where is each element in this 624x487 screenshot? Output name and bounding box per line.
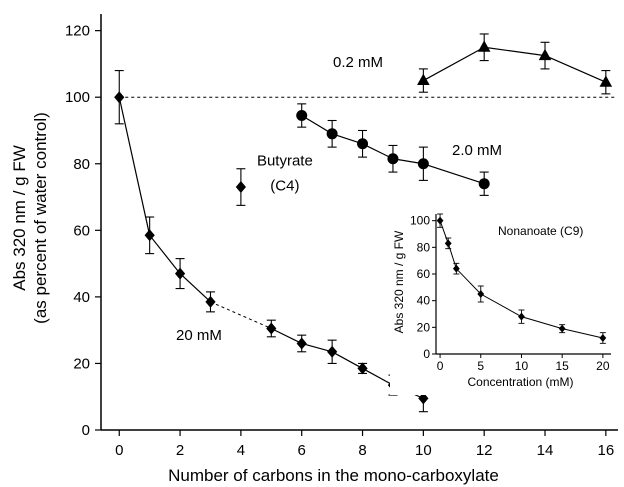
series-triangle-segment-2	[544, 55, 607, 83]
series-diamond-segment-0	[118, 97, 151, 236]
y-tick-label-20: 20	[73, 355, 90, 372]
x-tick-label-4: 4	[237, 442, 245, 459]
data-point-diamond-7	[327, 345, 338, 358]
inset-y-axis-title: Abs 320 nm / g FW	[392, 230, 406, 333]
inset-background	[390, 201, 617, 395]
inset-plot: 0 5 10 15 20 0 20 40 60 80 100 Concentration (mM) Ab…	[390, 201, 617, 395]
inset-x-tick-label-15: 15	[555, 359, 569, 373]
data-point-diamond-6	[296, 337, 307, 350]
series-label-20mm: 20 mM	[176, 327, 222, 344]
inset-x-tick-label-0: 0	[437, 359, 444, 373]
inset-data-point-15	[558, 324, 566, 333]
inset-data-point-5	[477, 290, 485, 298]
x-tick-label-2: 2	[176, 442, 184, 459]
series-diamond-segment-2	[179, 273, 211, 303]
series-diamond-segment-1	[149, 234, 181, 274]
data-point-circle-7	[326, 128, 338, 140]
data-point-diamond-10	[418, 392, 429, 405]
inset-x-tick-label-10: 10	[515, 359, 529, 373]
data-point-triangle-16	[599, 75, 613, 87]
series-diamond-segment-6	[301, 342, 333, 353]
x-tick-label-8: 8	[358, 442, 366, 459]
data-point-triangle-12	[477, 40, 491, 52]
y-axis-title: Abs 320 nm / g FW	[10, 145, 29, 291]
x-axis-title: Number of carbons in the mono-carboxylat…	[168, 466, 499, 485]
x-tick-label-14: 14	[537, 442, 554, 459]
series-diamond-dashed-segment-0	[210, 301, 272, 329]
x-tick-label-16: 16	[597, 442, 614, 459]
series-diamond	[114, 70, 429, 413]
inset-data-point-0	[436, 216, 444, 225]
inset-x-tick-label-20: 20	[596, 359, 610, 373]
series-diamond-segment-8	[362, 367, 394, 386]
series-diamond-segment-5	[271, 327, 302, 345]
x-tick-label-0: 0	[115, 442, 123, 459]
y-tick-label-40: 40	[73, 289, 90, 306]
series-circle-segment-2	[362, 143, 394, 160]
series-circle-segment-4	[423, 163, 485, 185]
data-point-circle-9	[387, 153, 399, 165]
annotation-0: Butyrate	[257, 152, 313, 169]
inset-y-tick-label-20: 20	[417, 320, 431, 334]
inset-data-point-20	[599, 334, 607, 342]
y-tick-label-0: 0	[82, 422, 90, 439]
y-tick-label-120: 120	[65, 23, 90, 40]
series-label-0-2mm: 0.2 mM	[333, 54, 383, 71]
inset-data-point-10	[518, 312, 525, 321]
data-point-circle-12	[478, 178, 490, 190]
data-point-circle-8	[357, 138, 369, 150]
inset-x-axis-title: Concentration (mM)	[467, 375, 573, 389]
x-tick-label-6: 6	[298, 442, 306, 459]
data-point-circle-10	[417, 158, 429, 170]
inset-data-point-1	[444, 239, 452, 248]
inset-y-tick-label-40: 40	[417, 294, 431, 308]
series-diamond-segment-7	[331, 351, 363, 369]
y-tick-label-60: 60	[73, 222, 90, 239]
data-point-diamond-1	[144, 229, 155, 242]
inset-y-tick-label-80: 80	[417, 240, 431, 254]
series-label-2mm: 2.0 mM	[452, 142, 502, 159]
annotation-1: (C4)	[270, 177, 299, 194]
data-point-diamond-3	[205, 295, 216, 308]
series-circle-segment-0	[301, 114, 333, 135]
data-point-diamond-2	[174, 267, 186, 280]
x-tick-label-12: 12	[476, 442, 493, 459]
x-tick-label-10: 10	[415, 442, 432, 459]
series-triangle-segment-1	[484, 46, 546, 57]
series-triangle-segment-0	[423, 46, 485, 82]
data-point-diamond-4	[235, 181, 246, 194]
data-point-diamond-5	[266, 322, 277, 335]
data-point-diamond-8	[357, 362, 368, 375]
inset-data-point-2	[452, 264, 460, 273]
inset-title: Nonanoate (C9)	[498, 224, 583, 238]
inset-x-tick-label-5: 5	[477, 359, 484, 373]
y-axis-title-secondary: (as percent of water control)	[31, 112, 50, 324]
series-triangle	[417, 33, 613, 95]
data-point-triangle-10	[417, 73, 430, 86]
y-tick-label-80: 80	[73, 156, 90, 173]
inset-y-tick-label-100: 100	[410, 214, 430, 228]
series-circle	[296, 103, 490, 196]
data-point-diamond-0	[114, 91, 125, 104]
data-point-circle-6	[296, 110, 308, 122]
inset-y-tick-label-0: 0	[423, 347, 430, 361]
y-tick-label-100: 100	[65, 89, 90, 106]
inset-y-tick-label-60: 60	[417, 267, 431, 281]
data-point-triangle-14	[538, 48, 552, 61]
